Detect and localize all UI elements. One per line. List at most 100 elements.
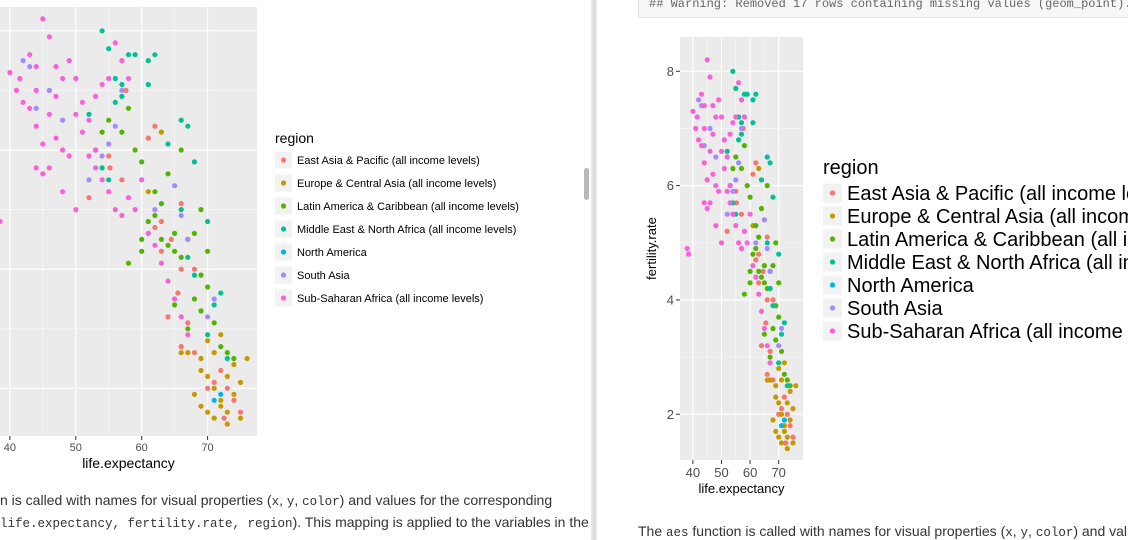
data-point: [778, 423, 785, 429]
data-point: [152, 189, 158, 195]
data-point: [718, 240, 725, 246]
data-point: [713, 183, 719, 189]
data-point: [741, 143, 747, 149]
data-point: [760, 268, 766, 274]
data-point: [730, 68, 736, 74]
data-point: [211, 385, 217, 391]
x-tick-label: 50: [714, 465, 728, 480]
data-point: [764, 245, 770, 252]
data-point: [224, 385, 230, 391]
data-point: [205, 332, 211, 338]
data-point: [152, 52, 158, 58]
data-point: [165, 242, 171, 248]
data-point: [756, 234, 762, 240]
legend-swatch-sub-saharan-africa-all-income-levels: [280, 295, 287, 301]
data-point: [175, 290, 181, 296]
data-point: [198, 403, 204, 409]
x-axis-title: life.expectancy: [82, 455, 175, 471]
data-point: [33, 64, 39, 70]
data-point: [701, 125, 707, 132]
data-point: [770, 297, 776, 303]
data-point: [744, 91, 750, 97]
prose-line-2: life.expectancy, fertility.rate, region)…: [0, 511, 589, 535]
code-color: color: [1035, 526, 1074, 540]
data-point: [205, 314, 211, 320]
legend-swatch-sub-saharan-africa-all-income-levels: [829, 328, 836, 334]
data-point: [764, 154, 770, 160]
data-point: [79, 129, 85, 135]
data-point: [767, 348, 773, 354]
data-point: [66, 58, 72, 64]
data-point: [784, 383, 790, 389]
data-point: [237, 415, 244, 421]
legend-label-north-america: North America: [847, 275, 975, 297]
y-tick-label: 8: [667, 64, 674, 79]
left-scatter-plot: 40 50 60 70 life.expectancy region East Asia …: [0, 7, 519, 471]
data-point: [776, 434, 782, 440]
pane-divider[interactable]: [591, 0, 597, 540]
data-point: [747, 211, 753, 217]
data-point: [707, 200, 713, 206]
prose-text: n is called with names for visual proper…: [0, 492, 272, 508]
data-point: [763, 320, 769, 326]
data-point: [145, 135, 151, 141]
data-point: [132, 147, 138, 153]
data-point: [27, 105, 33, 111]
data-point: [781, 360, 787, 366]
data-point: [747, 268, 753, 274]
y-tick-label: 4: [667, 292, 674, 307]
data-point: [716, 97, 722, 103]
data-point: [132, 207, 138, 213]
data-point: [698, 143, 705, 149]
data-point: [738, 245, 745, 252]
data-point: [764, 183, 770, 189]
data-point: [158, 129, 164, 135]
data-point: [86, 111, 92, 117]
data-point: [211, 296, 217, 302]
data-point: [736, 160, 742, 166]
data-point: [738, 97, 745, 103]
code-y: y: [1020, 526, 1029, 540]
data-point: [145, 189, 151, 195]
data-point: [744, 240, 750, 246]
data-point: [119, 81, 125, 88]
data-point: [125, 52, 132, 58]
data-point: [139, 236, 145, 242]
data-point: [713, 223, 719, 229]
prose-text: ). This mapping is applied to the variab…: [292, 514, 589, 530]
data-point: [205, 373, 211, 379]
data-point: [106, 141, 112, 147]
data-point: [756, 280, 762, 286]
data-point: [733, 154, 739, 160]
data-point: [178, 201, 184, 207]
scrollbar-handle[interactable]: [584, 168, 589, 200]
data-point: [694, 114, 700, 120]
data-point: [112, 40, 118, 46]
data-point: [218, 391, 224, 397]
legend-swatch-east-asia-pacific-all-income-levels: [829, 190, 836, 196]
left-document-pane[interactable]: 40 50 60 70 life.expectancy region East Asia …: [0, 0, 591, 540]
data-point: [736, 240, 742, 246]
right-document-pane[interactable]: ## Warning: Removed 17 rows containing m…: [597, 0, 1128, 540]
data-point: [205, 338, 211, 344]
data-point: [53, 93, 59, 99]
legend-label-europe-central-asia-all-income-levels: Europe & Central Asia (all income levels…: [297, 178, 496, 190]
data-point: [773, 394, 779, 400]
data-point: [764, 371, 770, 377]
data-point: [198, 308, 204, 314]
code-x: x: [1005, 526, 1013, 540]
data-point: [99, 81, 105, 88]
data-point: [767, 160, 773, 166]
legend-swatch-europe-central-asia-all-income-levels: [280, 180, 287, 186]
data-point: [741, 114, 747, 120]
data-point: [237, 379, 244, 385]
data-point: [86, 117, 92, 123]
data-point: [165, 141, 171, 147]
data-point: [178, 117, 184, 123]
prose-line-right: The aes function is called with names fo…: [638, 520, 1127, 540]
data-point: [93, 93, 99, 99]
data-point: [756, 268, 762, 274]
plot-panel: [0, 7, 257, 436]
data-point: [781, 320, 787, 326]
data-point: [178, 350, 184, 356]
